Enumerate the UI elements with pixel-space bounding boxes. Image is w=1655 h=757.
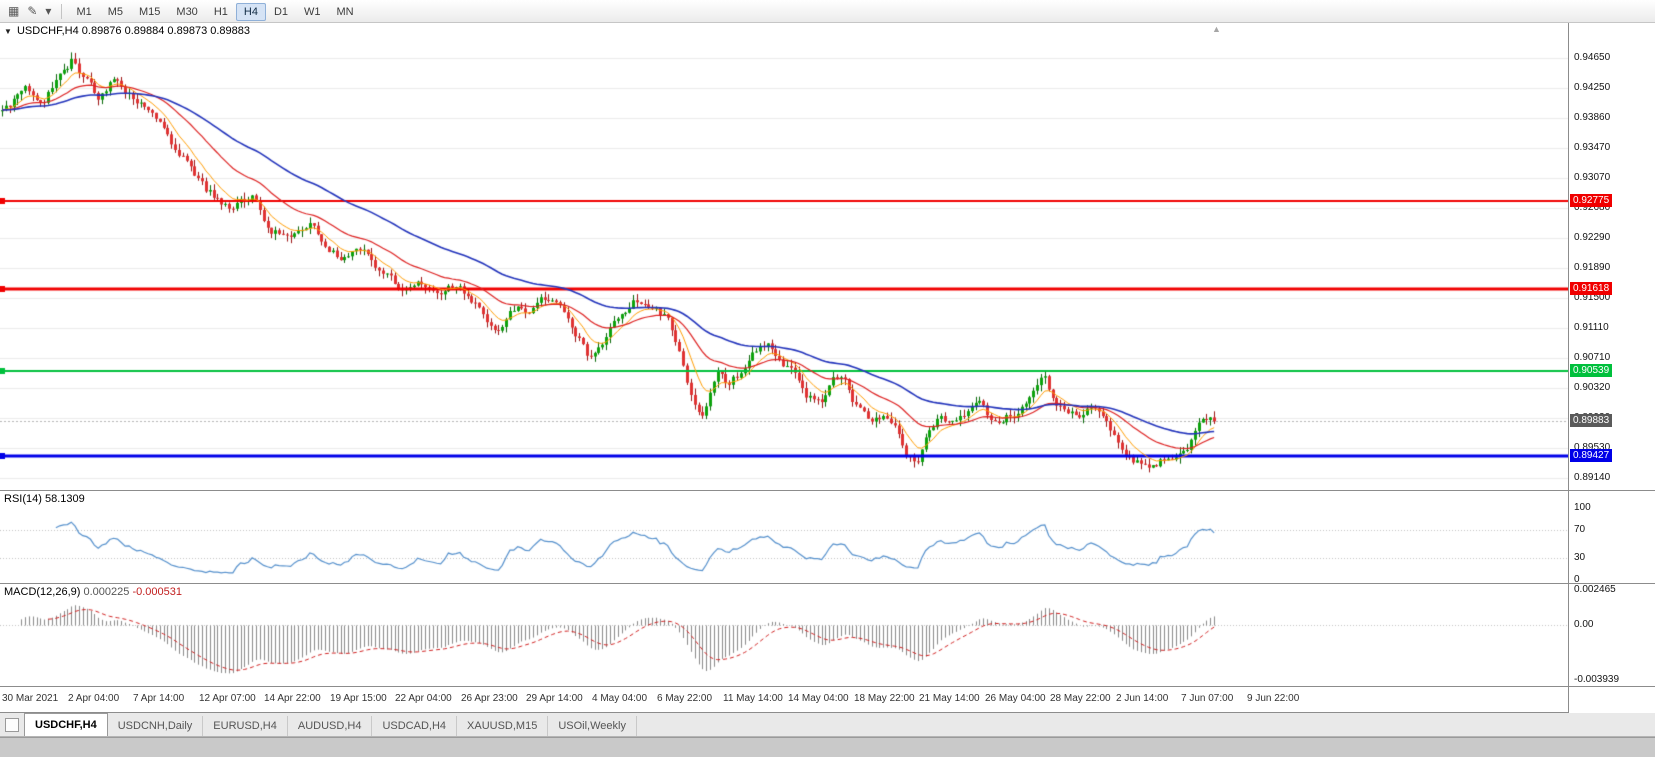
chart-title: ▼ USDCHF,H4 0.89876 0.89884 0.89873 0.89… [4, 25, 250, 37]
price-tick: -0.003939 [1574, 674, 1620, 685]
chart-ohlc-values: 0.89876 0.89884 0.89873 0.89883 [81, 25, 250, 37]
price-tick: 0.90320 [1574, 382, 1611, 393]
timeframe-button-h1[interactable]: H1 [213, 6, 228, 18]
main-chart-canvas[interactable] [0, 23, 1568, 489]
time-label: 2 Jun 14:00 [1116, 693, 1169, 704]
time-label: 2 Apr 04:00 [68, 693, 120, 704]
macd-signal-value-label: -0.000531 [132, 586, 182, 598]
chart-tab-xauusd-m15[interactable]: XAUUSD,M15 [457, 716, 549, 736]
macd-axis[interactable]: 0.002465 0.00 -0.003939 [1568, 584, 1655, 686]
time-label: 22 Apr 04:00 [395, 693, 452, 704]
time-label: 30 Mar 2021 [2, 693, 59, 704]
price-tick: 0.92290 [1574, 232, 1611, 243]
chart-tab-usdchf-h4[interactable]: USDCHF,H4 [24, 713, 108, 736]
top-toolbar: ▦ ✎ ▾ M1 M5 M15 M30 H1 H4 D1 W1 MN [0, 0, 1655, 23]
time-label: 18 May 22:00 [854, 693, 915, 704]
time-label: 21 May 14:00 [919, 693, 980, 704]
chart-symbol-label: USDCHF,H4 [16, 25, 79, 37]
rsi-axis[interactable]: 100 70 30 0 [1568, 491, 1655, 585]
price-tick: 0.93070 [1574, 172, 1611, 183]
time-label: 4 May 04:00 [592, 693, 648, 704]
dropdown-arrow-icon[interactable]: ▾ [45, 4, 52, 18]
price-tick: 0.93860 [1574, 112, 1611, 123]
price-line-badge: 0.91618 [1570, 282, 1613, 295]
timeframe-button-w1[interactable]: W1 [304, 6, 321, 18]
price-line-badge: 0.92775 [1570, 194, 1613, 207]
chart-tab-usdcad-h4[interactable]: USDCAD,H4 [372, 716, 458, 736]
time-label: 28 May 22:00 [1050, 693, 1111, 704]
time-label: 19 Apr 15:00 [330, 693, 387, 704]
time-label: 14 Apr 22:00 [264, 693, 321, 704]
rsi-indicator-panel: RSI(14) 58.1309 100 70 30 0 [0, 491, 1655, 585]
price-tick: 0.92680 [1574, 202, 1611, 213]
collapse-icon[interactable]: ▼ [4, 27, 12, 36]
chart-tab-usdcnh-daily[interactable]: USDCNH,Daily [108, 716, 204, 736]
time-label: 9 Jun 22:00 [1247, 693, 1300, 704]
rsi-canvas[interactable] [0, 491, 1568, 583]
chart-tab-audusd-h4[interactable]: AUDUSD,H4 [288, 716, 373, 736]
chart-window-icon[interactable]: ▦ [8, 4, 20, 18]
time-label: 7 Apr 14:00 [133, 693, 185, 704]
rsi-name-label: RSI(14) [4, 493, 42, 505]
price-tick: 0 [1574, 574, 1580, 585]
price-tick: 30 [1574, 552, 1586, 563]
chart-tab-bar: USDCHF,H4 USDCNH,Daily EURUSD,H4 AUDUSD,H4 U… [0, 713, 1655, 737]
timeframe-button-d1[interactable]: D1 [273, 6, 288, 18]
timeframe-button-mn[interactable]: MN [336, 6, 354, 18]
price-tick: 0.93470 [1574, 142, 1611, 153]
rsi-value-label: 58.1309 [44, 493, 85, 505]
price-tick: 0.89140 [1574, 472, 1611, 483]
current-price-badge: 0.89883 [1570, 414, 1613, 427]
toolbar-icon-group: ▦ ✎ ▾ [4, 2, 55, 20]
time-label: 26 Apr 23:00 [461, 693, 518, 704]
time-label: 12 Apr 07:00 [199, 693, 256, 704]
timeframe-button-m30[interactable]: M30 [176, 6, 198, 18]
timeframe-button-m1[interactable]: M1 [76, 6, 92, 18]
time-label: 26 May 04:00 [985, 693, 1046, 704]
timeframe-button-m5[interactable]: M5 [107, 6, 123, 18]
time-axis-corner [1568, 687, 1655, 713]
toolbar-separator [61, 3, 63, 19]
rsi-title: RSI(14) 58.1309 [4, 493, 85, 505]
price-tick: 0.89530 [1574, 442, 1611, 453]
chart-tabs: USDCHF,H4 USDCNH,Daily EURUSD,H4 AUDUSD,H4 U… [24, 713, 637, 736]
time-label: 6 May 22:00 [657, 693, 713, 704]
macd-value-label: 0.000225 [83, 586, 130, 598]
chart-tab-eurusd-h4[interactable]: EURUSD,H4 [203, 716, 288, 736]
macd-indicator-panel: MACD(12,26,9) 0.000225 -0.000531 0.00246… [0, 584, 1655, 687]
price-tick: 0.002465 [1574, 584, 1616, 595]
price-tick: 70 [1574, 524, 1586, 535]
price-tick: 0.91890 [1574, 262, 1611, 273]
price-line-badge: 0.90539 [1570, 364, 1613, 377]
price-tick: 0.91110 [1574, 322, 1609, 333]
macd-title: MACD(12,26,9) 0.000225 -0.000531 [4, 586, 182, 598]
macd-name-label: MACD(12,26,9) [4, 586, 81, 598]
bottom-status-strip [0, 737, 1655, 757]
time-axis[interactable]: 30 Mar 2021 2 Apr 04:00 7 Apr 14:00 12 Apr … [0, 687, 1655, 713]
price-tick: 0.00 [1574, 619, 1594, 630]
time-label: 29 Apr 14:00 [526, 693, 583, 704]
timeframe-button-h4[interactable]: H4 [235, 3, 266, 21]
price-axis[interactable]: 0.94650 0.94250 0.93860 0.93470 0.93070 0.926… [1568, 23, 1655, 490]
chart-shift-marker[interactable]: ▲ [1212, 24, 1221, 34]
timeframe-button-m15[interactable]: M15 [139, 6, 161, 18]
chart-tab-usoil-weekly[interactable]: USOil,Weekly [548, 716, 637, 736]
time-label: 7 Jun 07:00 [1181, 693, 1234, 704]
price-tick: 100 [1574, 502, 1591, 513]
timeframe-button-group: M1 M5 M15 M30 H1 H4 D1 W1 MN [68, 2, 361, 21]
time-label: 11 May 14:00 [723, 693, 783, 704]
macd-canvas[interactable] [0, 584, 1568, 686]
drawing-tools-icon[interactable]: ✎ [27, 4, 38, 18]
price-tick: 0.90710 [1574, 352, 1611, 363]
price-tick: 0.94650 [1574, 52, 1611, 63]
time-label: 14 May 04:00 [788, 693, 849, 704]
price-line-badge: 0.89427 [1570, 449, 1613, 462]
chart-list-icon[interactable] [5, 718, 19, 732]
price-tick: 0.94250 [1574, 82, 1611, 93]
price-tick: 0.91500 [1574, 292, 1611, 303]
main-chart-panel: ▼ USDCHF,H4 0.89876 0.89884 0.89873 0.89… [0, 23, 1655, 491]
